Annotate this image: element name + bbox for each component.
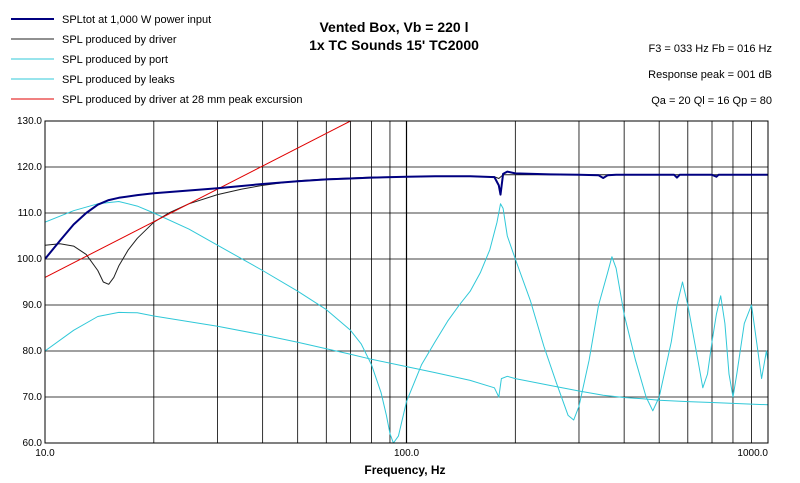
legend-label-3: SPL produced by leaks xyxy=(62,74,175,86)
chart-subtitle: 1x TC Sounds 15' TC2000 xyxy=(309,37,479,53)
y-tick-label: 110.0 xyxy=(18,208,43,219)
series-line-3 xyxy=(45,311,768,406)
x-axis-ticks: 10.0 100.0 1000.0 xyxy=(35,448,768,459)
series-line-1 xyxy=(45,174,768,285)
legend-label-1: SPL produced by driver xyxy=(62,34,177,46)
series-lines xyxy=(45,121,768,443)
plot-border xyxy=(44,120,769,444)
legend-label-4: SPL produced by driver at 28 mm peak exc… xyxy=(62,94,303,106)
info-line-1: F3 = 033 Hz Fb = 016 Hz xyxy=(648,43,772,55)
x-tick-label: 10.0 xyxy=(35,448,55,459)
series-line-4 xyxy=(45,121,351,278)
x-tick-label: 100.0 xyxy=(394,448,419,459)
legend: SPLtot at 1,000 W power input SPL produce… xyxy=(11,14,303,106)
x-tick-label: 1000.0 xyxy=(737,448,768,459)
y-axis-ticks: 60.0 70.0 80.0 90.0 100.0 110.0 120.0 130.0 xyxy=(17,116,42,449)
y-tick-label: 80.0 xyxy=(23,346,43,357)
y-tick-label: 60.0 xyxy=(23,438,43,449)
y-tick-label: 130.0 xyxy=(17,116,42,127)
legend-label-2: SPL produced by port xyxy=(62,54,168,66)
y-tick-label: 90.0 xyxy=(23,300,43,311)
y-tick-label: 100.0 xyxy=(17,254,42,265)
legend-label-0: SPLtot at 1,000 W power input xyxy=(62,14,211,26)
chart-title: Vented Box, Vb = 220 l xyxy=(319,19,468,35)
y-tick-label: 70.0 xyxy=(23,392,43,403)
x-axis-label: Frequency, Hz xyxy=(364,463,445,477)
info-line-2: Response peak = 001 dB xyxy=(648,69,772,81)
y-tick-label: 120.0 xyxy=(17,162,42,173)
series-line-0 xyxy=(45,170,768,260)
series-line-2 xyxy=(45,201,768,443)
info-line-3: Qa = 20 Ql = 16 Qp = 80 xyxy=(651,95,772,107)
